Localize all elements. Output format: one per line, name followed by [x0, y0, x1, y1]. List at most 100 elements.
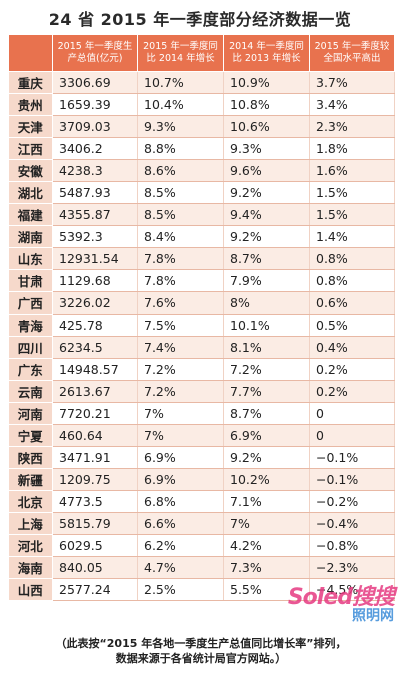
- cell-vs-national: 0.2%: [309, 380, 395, 403]
- economic-data-table: 2015 年一季度生产总值(亿元) 2015 年一季度同比 2014 年增长 2…: [8, 34, 395, 602]
- cell-vs-national: −0.1%: [309, 468, 395, 491]
- table-row: 福建 4355.87 8.5% 9.4% 1.5%: [8, 203, 395, 227]
- cell-province: 天津: [8, 115, 53, 139]
- cell-growth-2015: 9.3%: [137, 115, 224, 139]
- table-row: 江西 3406.2 8.8% 9.3% 1.8%: [8, 137, 395, 161]
- watermark-text: Soled搜搜: [287, 585, 395, 610]
- table-row: 湖北 5487.93 8.5% 9.2% 1.5%: [8, 181, 395, 205]
- table-row: 安徽 4238.3 8.6% 9.6% 1.6%: [8, 159, 395, 183]
- cell-growth-2014: 8.7%: [223, 402, 310, 425]
- table-row: 新疆 1209.75 6.9% 10.2% −0.1%: [8, 468, 395, 491]
- cell-growth-2014: 8.7%: [223, 247, 310, 271]
- cell-province: 新疆: [8, 468, 53, 491]
- table-row: 天津 3709.03 9.3% 10.6% 2.3%: [8, 115, 395, 139]
- table-row: 陕西 3471.91 6.9% 9.2% −0.1%: [8, 446, 395, 469]
- cell-vs-national: −2.3%: [309, 556, 395, 580]
- cell-growth-2015: 7.2%: [137, 380, 224, 403]
- cell-province: 甘肃: [8, 269, 53, 293]
- cell-growth-2014: 7.3%: [223, 556, 310, 580]
- table-row: 云南 2613.67 7.2% 7.7% 0.2%: [8, 380, 395, 403]
- cell-growth-2014: 4.2%: [223, 534, 310, 558]
- cell-growth-2014: 9.2%: [223, 225, 310, 249]
- cell-vs-national: 2.3%: [309, 115, 395, 139]
- cell-growth-2015: 2.5%: [137, 578, 224, 602]
- cell-growth-2014: 10.6%: [223, 115, 310, 139]
- cell-vs-national: 0: [309, 424, 395, 447]
- cell-growth-2015: 7.2%: [137, 358, 224, 381]
- cell-growth-2014: 9.6%: [223, 159, 310, 183]
- cell-growth-2014: 7.1%: [223, 490, 310, 513]
- cell-gdp: 4238.3: [52, 159, 138, 183]
- cell-province: 青海: [8, 314, 53, 337]
- cell-province: 江西: [8, 137, 53, 161]
- cell-gdp: 7720.21: [52, 402, 138, 425]
- cell-growth-2015: 7.8%: [137, 247, 224, 271]
- cell-growth-2015: 7.8%: [137, 269, 224, 293]
- cell-gdp: 1209.75: [52, 468, 138, 491]
- cell-vs-national: 0: [309, 402, 395, 425]
- cell-gdp: 3471.91: [52, 446, 138, 469]
- cell-vs-national: 0.2%: [309, 358, 395, 381]
- cell-province: 山西: [8, 578, 53, 602]
- cell-vs-national: 0.8%: [309, 269, 395, 293]
- table-row: 上海 5815.79 6.6% 7% −0.4%: [8, 512, 395, 535]
- cell-province: 贵州: [8, 93, 53, 117]
- cell-province: 海南: [8, 556, 53, 580]
- cell-vs-national: −0.8%: [309, 534, 395, 558]
- cell-vs-national: 1.6%: [309, 159, 395, 183]
- cell-gdp: 6234.5: [52, 336, 138, 359]
- header-growth-2015: 2015 年一季度同比 2014 年增长: [137, 34, 224, 72]
- cell-province: 湖南: [8, 225, 53, 249]
- cell-growth-2014: 8.1%: [223, 336, 310, 359]
- cell-growth-2014: 9.4%: [223, 203, 310, 227]
- table-row: 甘肃 1129.68 7.8% 7.9% 0.8%: [8, 269, 395, 293]
- cell-province: 河北: [8, 534, 53, 558]
- table-body: 重庆 3306.69 10.7% 10.9% 3.7% 贵州 1659.39 10.4% 10.…: [8, 71, 395, 602]
- cell-growth-2015: 10.4%: [137, 93, 224, 117]
- cell-gdp: 1659.39: [52, 93, 138, 117]
- cell-province: 北京: [8, 490, 53, 513]
- cell-gdp: 5392.3: [52, 225, 138, 249]
- cell-gdp: 6029.5: [52, 534, 138, 558]
- cell-vs-national: −0.2%: [309, 490, 395, 513]
- cell-growth-2014: 10.1%: [223, 314, 310, 337]
- cell-growth-2015: 4.7%: [137, 556, 224, 580]
- cell-province: 重庆: [8, 71, 53, 95]
- cell-growth-2015: 7%: [137, 424, 224, 447]
- cell-growth-2014: 6.9%: [223, 424, 310, 447]
- cell-vs-national: 1.4%: [309, 225, 395, 249]
- cell-gdp: 425.78: [52, 314, 138, 337]
- table-header-row: 2015 年一季度生产总值(亿元) 2015 年一季度同比 2014 年增长 2…: [8, 34, 395, 72]
- table-row: 北京 4773.5 6.8% 7.1% −0.2%: [8, 490, 395, 513]
- cell-growth-2014: 7%: [223, 512, 310, 535]
- cell-gdp: 2613.67: [52, 380, 138, 403]
- cell-vs-national: −0.1%: [309, 446, 395, 469]
- cell-province: 福建: [8, 203, 53, 227]
- cell-vs-national: −4.5%: [309, 578, 395, 602]
- cell-growth-2014: 10.2%: [223, 468, 310, 491]
- cell-growth-2015: 7%: [137, 402, 224, 425]
- cell-vs-national: 3.4%: [309, 93, 395, 117]
- cell-growth-2014: 5.5%: [223, 578, 310, 602]
- cell-province: 陕西: [8, 446, 53, 469]
- table-row: 广西 3226.02 7.6% 8% 0.6%: [8, 291, 395, 315]
- cell-province: 河南: [8, 402, 53, 425]
- table-row: 河南 7720.21 7% 8.7% 0: [8, 402, 395, 425]
- cell-growth-2015: 6.9%: [137, 468, 224, 491]
- cell-gdp: 2577.24: [52, 578, 138, 602]
- cell-province: 广东: [8, 358, 53, 381]
- cell-gdp: 3709.03: [52, 115, 138, 139]
- cell-vs-national: 1.5%: [309, 203, 395, 227]
- header-province: [8, 34, 53, 72]
- cell-growth-2014: 10.8%: [223, 93, 310, 117]
- cell-vs-national: −0.4%: [309, 512, 395, 535]
- table-row: 宁夏 460.64 7% 6.9% 0: [8, 424, 395, 447]
- cell-vs-national: 0.6%: [309, 291, 395, 315]
- cell-vs-national: 0.5%: [309, 314, 395, 337]
- cell-growth-2015: 7.5%: [137, 314, 224, 337]
- cell-gdp: 4773.5: [52, 490, 138, 513]
- table-row: 四川 6234.5 7.4% 8.1% 0.4%: [8, 336, 395, 359]
- cell-gdp: 840.05: [52, 556, 138, 580]
- cell-vs-national: 1.5%: [309, 181, 395, 205]
- cell-growth-2015: 8.6%: [137, 159, 224, 183]
